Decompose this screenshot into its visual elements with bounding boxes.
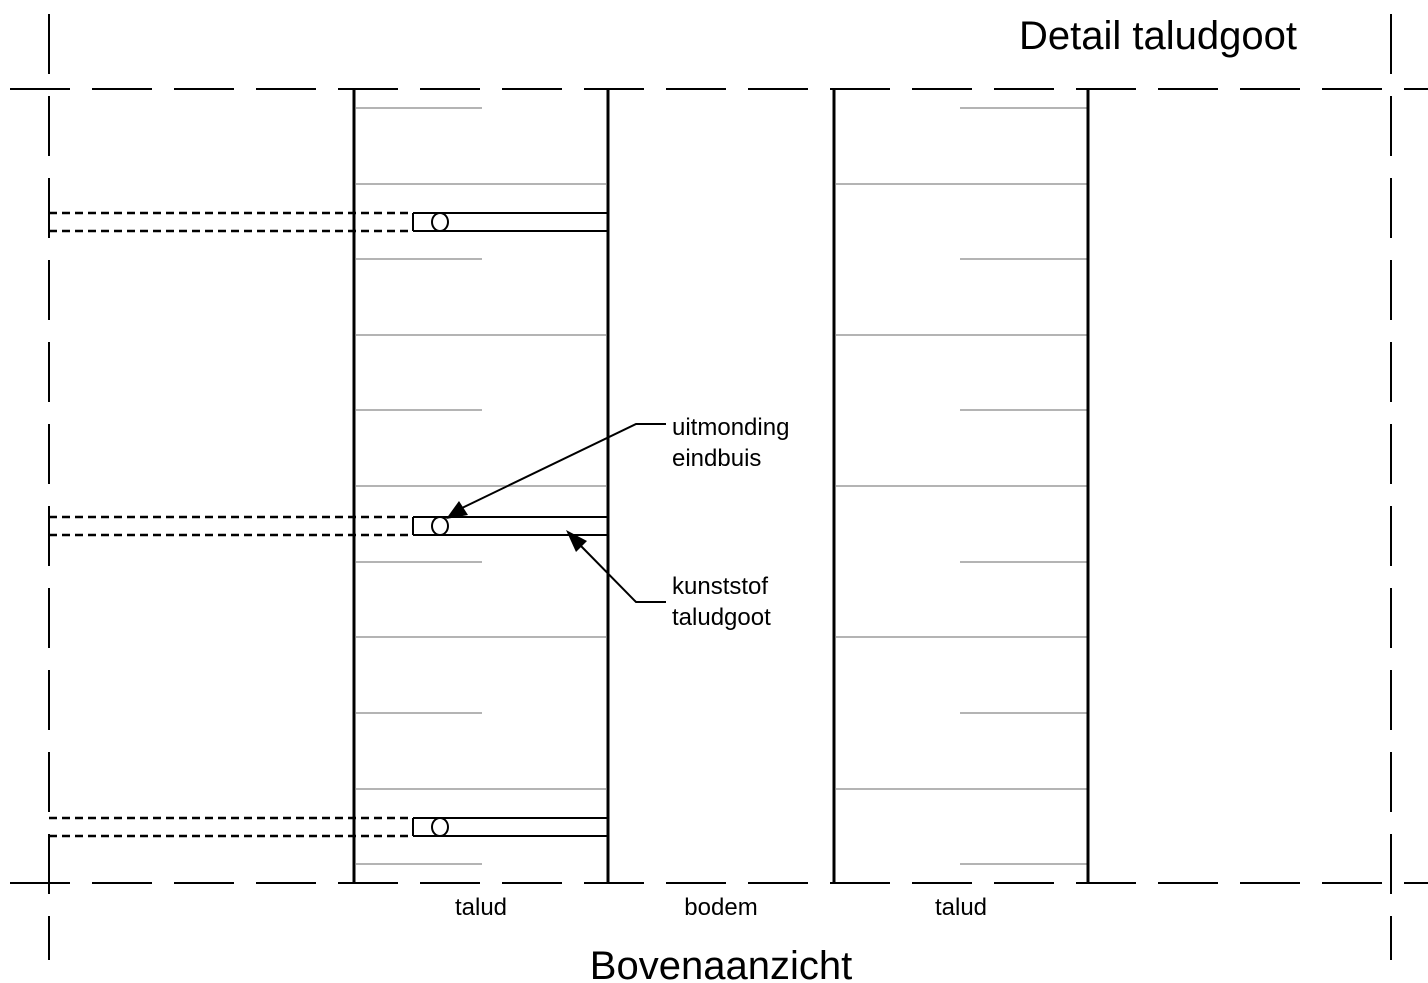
zone-boundaries [352,89,1090,883]
outlet-label-line1: uitmonding [672,414,789,441]
frame-horizontal-lines [10,88,1428,884]
zone-label-left-talud: talud [455,894,507,921]
gutter-leader [566,530,666,603]
gutter-1 [49,211,608,233]
gutter-leader-line [579,544,666,603]
gutter-2 [49,515,608,537]
view-title: Bovenaanzicht [590,944,852,983]
outlet-label-line2: eindbuis [672,445,761,472]
zone-label-right-talud: talud [935,894,987,921]
outlet-leader [446,423,666,519]
gutter-label-line2: taludgoot [672,604,771,631]
gutter-label-line1: kunststof [672,573,768,600]
gutter-3 [49,816,608,838]
pipe-outlet-icon [431,516,449,536]
left-slope-hatching [356,107,606,865]
outlet-arrowhead-icon [446,501,468,519]
pipe-outlet-icon [431,212,449,232]
outlet-leader-line [461,423,666,509]
gutter-arrowhead-icon [566,530,587,552]
right-slope-hatching [836,107,1088,865]
zone-label-bodem: bodem [684,894,757,921]
pipe-outlet-icon [431,817,449,837]
frame-vertical-lines [48,14,1392,960]
drawing-title: Detail taludgoot [1019,14,1297,58]
